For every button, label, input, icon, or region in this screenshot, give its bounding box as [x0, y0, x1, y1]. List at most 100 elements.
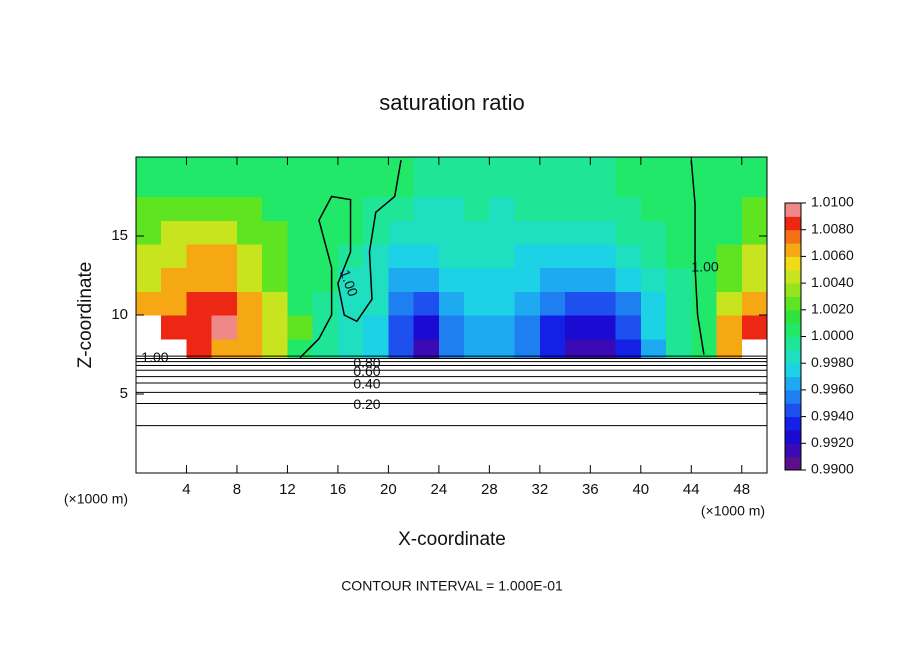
- heat-cell: [464, 267, 490, 292]
- colorbar-band: [785, 229, 801, 244]
- heat-cell: [388, 291, 415, 316]
- colorbar-band: [785, 363, 801, 378]
- heat-cell: [287, 267, 314, 292]
- heat-cell: [161, 243, 188, 269]
- heat-cell: [716, 315, 743, 340]
- heat-cell: [539, 315, 566, 340]
- colorbar-band: [785, 443, 801, 458]
- heat-cell: [287, 243, 314, 269]
- heat-cell: [741, 338, 768, 359]
- x-tick-label: 36: [582, 481, 599, 498]
- heat-cell: [666, 291, 692, 316]
- contour-label: 0.80: [353, 354, 380, 370]
- heat-cell: [716, 157, 743, 198]
- heat-cell: [337, 338, 364, 359]
- x-unit-label: (×1000 m): [64, 491, 128, 507]
- heat-cell: [565, 291, 591, 316]
- colorbar-band: [785, 243, 801, 257]
- heat-cell: [136, 291, 162, 316]
- heat-cell: [161, 291, 188, 316]
- heat-cell: [716, 196, 743, 221]
- heat-cell: [438, 291, 465, 316]
- colorbar-band: [785, 269, 801, 284]
- heat-cell: [565, 157, 591, 198]
- heat-cell: [161, 315, 188, 340]
- heat-cell: [186, 220, 213, 245]
- colorbar-band: [785, 429, 801, 444]
- y-tick-label: 5: [120, 385, 128, 402]
- heat-cell: [691, 291, 718, 316]
- heat-cell: [161, 338, 188, 359]
- heat-cell: [691, 338, 718, 359]
- heat-cell: [666, 220, 692, 245]
- heat-cell: [236, 291, 263, 316]
- heat-cell: [161, 196, 188, 221]
- heat-cell: [236, 157, 263, 198]
- heat-cell: [741, 243, 768, 269]
- heat-cell: [514, 220, 541, 245]
- heat-cell: [388, 196, 415, 221]
- heat-cell: [186, 243, 213, 269]
- heat-cell: [464, 291, 490, 316]
- heat-cell: [363, 157, 389, 198]
- colorbar-tick-label: 0.9940: [811, 407, 854, 423]
- heat-cell: [236, 243, 263, 269]
- heat-cell: [413, 267, 440, 292]
- heat-cell: [716, 267, 743, 292]
- x-tick-label: 32: [531, 481, 548, 498]
- heat-cell: [413, 338, 440, 359]
- heat-cell: [262, 157, 289, 198]
- x-tick-label: 44: [683, 481, 700, 498]
- heat-cell: [539, 243, 566, 269]
- heat-cell: [438, 157, 465, 198]
- heat-cell: [539, 267, 566, 292]
- heat-cell: [388, 157, 415, 198]
- heat-cell: [211, 338, 238, 359]
- colorbar-band: [785, 203, 801, 217]
- colorbar-tick-label: 0.9960: [811, 381, 854, 397]
- heat-cell: [388, 220, 415, 245]
- heat-cell: [716, 338, 743, 359]
- colorbar-tick-label: 1.0060: [811, 247, 854, 263]
- heat-cell: [211, 243, 238, 269]
- heat-cell: [136, 315, 162, 340]
- contour-label: 0.40: [353, 376, 380, 392]
- colorbar-tick-label: 1.0020: [811, 301, 854, 317]
- heat-cell: [514, 315, 541, 340]
- plot-frame: [135, 156, 768, 474]
- colorbar-band: [785, 256, 801, 271]
- x-tick-label: 12: [279, 481, 296, 498]
- heat-cell: [413, 220, 440, 245]
- heat-cell: [136, 196, 162, 221]
- heat-cell: [438, 243, 465, 269]
- x-tick-label: 16: [330, 481, 347, 498]
- heat-cell: [489, 291, 516, 316]
- heat-cell: [388, 315, 415, 340]
- heat-cell: [590, 338, 617, 359]
- colorbar-tick-label: 0.9900: [811, 461, 854, 477]
- colorbar-tick-label: 0.9980: [811, 354, 854, 370]
- heat-cell: [590, 220, 617, 245]
- heat-cell: [741, 267, 768, 292]
- heat-cell: [236, 196, 263, 221]
- x-tick-label: 20: [380, 481, 397, 498]
- heat-cell: [539, 196, 566, 221]
- chart-title: saturation ratio: [379, 90, 525, 115]
- heat-cell: [262, 291, 289, 316]
- heat-cell: [640, 267, 667, 292]
- heat-cell: [590, 267, 617, 292]
- heat-cell: [161, 220, 188, 245]
- heat-cell: [363, 243, 389, 269]
- heat-cell: [136, 243, 162, 269]
- x-tick-label: 24: [431, 481, 448, 498]
- heat-cell: [464, 338, 490, 359]
- heat-cell: [312, 157, 339, 198]
- heat-cell: [211, 196, 238, 221]
- contour-line: [690, 160, 705, 355]
- heat-cell: [565, 267, 591, 292]
- heat-cell: [489, 157, 516, 198]
- heat-cell: [615, 243, 642, 269]
- heat-cell: [438, 267, 465, 292]
- heat-cell: [464, 157, 490, 198]
- colorbar-band: [785, 389, 801, 404]
